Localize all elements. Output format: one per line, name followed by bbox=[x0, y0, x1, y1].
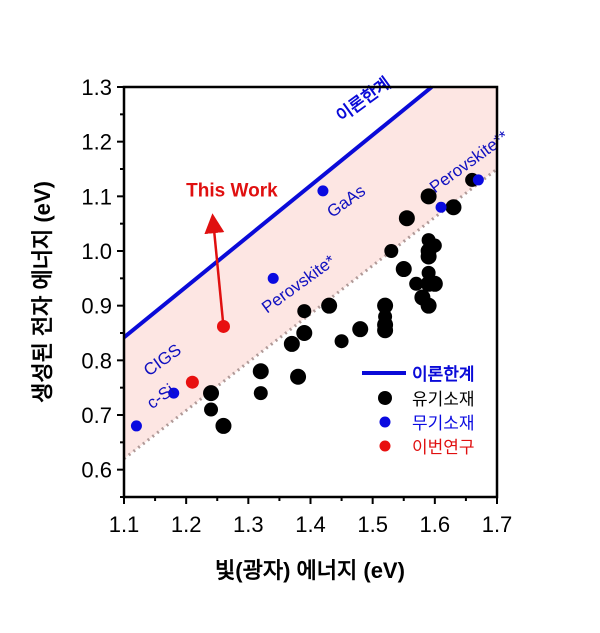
point-유기소재 bbox=[204, 402, 219, 417]
y-tick-label: 1.3 bbox=[81, 75, 112, 100]
legend-marker-organic bbox=[378, 391, 392, 405]
legend-marker-this-work bbox=[379, 440, 391, 452]
theoretical-limit-line bbox=[122, 85, 433, 339]
point-유기소재 bbox=[420, 297, 437, 314]
point-유기소재 bbox=[253, 386, 268, 401]
point-무기소재 bbox=[267, 272, 279, 284]
y-tick-label: 1.2 bbox=[81, 130, 112, 155]
point-유기소재 bbox=[409, 276, 424, 291]
point-무기소재 bbox=[168, 387, 180, 399]
point-유기소재 bbox=[215, 417, 232, 434]
point-유기소재 bbox=[352, 321, 369, 338]
point-유기소재 bbox=[420, 248, 437, 265]
point-무기소재 bbox=[130, 420, 142, 432]
x-tick-label: 1.7 bbox=[482, 512, 513, 537]
point-무기소재 bbox=[472, 174, 484, 186]
point-이번연구 bbox=[216, 319, 230, 333]
point-유기소재 bbox=[377, 322, 394, 339]
dotted-lower-line bbox=[123, 167, 498, 460]
point-유기소재 bbox=[445, 199, 462, 216]
this-work-arrow bbox=[204, 213, 225, 327]
y-tick-label: 0.9 bbox=[81, 294, 112, 319]
point-유기소재 bbox=[203, 385, 220, 402]
point-유기소재 bbox=[290, 368, 307, 385]
point-유기소재 bbox=[398, 210, 415, 227]
shaded-band bbox=[124, 87, 497, 459]
x-tick-label: 1.1 bbox=[109, 512, 140, 537]
y-tick-label: 0.6 bbox=[81, 458, 112, 483]
point-유기소재 bbox=[283, 335, 300, 352]
x-tick-label: 1.6 bbox=[420, 512, 451, 537]
y-tick-label: 0.7 bbox=[81, 403, 112, 428]
y-tick-label: 1.0 bbox=[81, 239, 112, 264]
legend-marker-inorganic bbox=[379, 416, 391, 428]
x-tick-label: 1.5 bbox=[357, 512, 388, 537]
point-유기소재 bbox=[427, 238, 442, 253]
point-무기소재 bbox=[435, 201, 447, 213]
ticks: 1.1 1.2 1.3 1.4 1.5 1.6 1.7 0.6 0.7 0.8 0.9 1.0 1.1 1… bbox=[81, 75, 512, 537]
x-axis-label: 빛(광자) 에너지 (eV) bbox=[215, 558, 405, 583]
x-tick-label: 1.2 bbox=[171, 512, 202, 537]
x-tick-label: 1.4 bbox=[295, 512, 326, 537]
point-무기소재 bbox=[317, 185, 329, 197]
point-유기소재 bbox=[296, 325, 313, 341]
point-유기소재 bbox=[252, 363, 269, 380]
legend-label-inorganic: 무기소재 bbox=[412, 414, 475, 433]
point-유기소재 bbox=[321, 297, 338, 314]
point-유기소재 bbox=[426, 275, 443, 292]
band-layer bbox=[122, 85, 498, 460]
y-tick-label: 1.1 bbox=[81, 184, 112, 209]
point-유기소재 bbox=[420, 188, 437, 205]
point-유기소재 bbox=[377, 297, 394, 314]
annotation: 이론한계 bbox=[333, 74, 395, 126]
point-유기소재 bbox=[384, 244, 399, 258]
y-tick-label: 0.8 bbox=[81, 348, 112, 373]
x-tick-label: 1.3 bbox=[233, 512, 264, 537]
legend-label-limit: 이론한계 bbox=[412, 365, 475, 384]
legend: 이론한계 유기소재 무기소재 이번연구 bbox=[362, 365, 475, 457]
y-axis-label: 생성된 전자 에너지 (eV) bbox=[30, 181, 55, 403]
point-유기소재 bbox=[297, 304, 312, 319]
point-유기소재 bbox=[334, 334, 349, 349]
point-이번연구 bbox=[185, 375, 199, 389]
point-유기소재 bbox=[395, 261, 412, 278]
annotation: This Work bbox=[186, 180, 278, 201]
legend-label-organic: 유기소재 bbox=[412, 390, 475, 409]
legend-label-this-work: 이번연구 bbox=[412, 438, 475, 457]
